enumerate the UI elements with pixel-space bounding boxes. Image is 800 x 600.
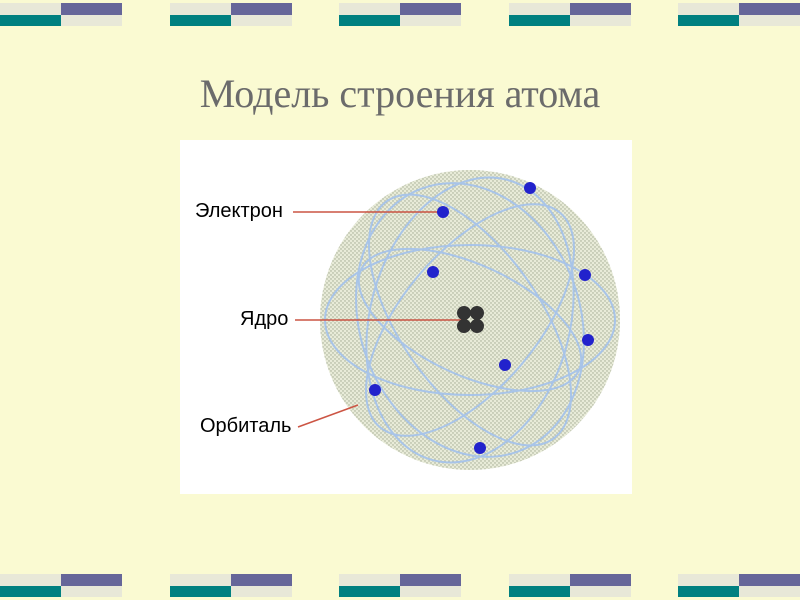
- border-segment: [170, 3, 292, 26]
- border-top: [0, 3, 800, 26]
- label-electron: Электрон: [195, 200, 283, 223]
- border-segment: [0, 3, 122, 26]
- slide-title: Модель строения атома: [0, 70, 800, 117]
- border-segment: [170, 574, 292, 597]
- label-orbital: Орбиталь: [200, 415, 291, 438]
- border-segment: [339, 574, 461, 597]
- border-segment: [339, 3, 461, 26]
- border-segment: [509, 574, 631, 597]
- border-segment: [509, 3, 631, 26]
- border-segment: [678, 3, 800, 26]
- border-bottom: [0, 574, 800, 597]
- label-nucleus: Ядро: [240, 308, 288, 331]
- border-segment: [678, 574, 800, 597]
- diagram-box: Электрон Ядро Орбиталь: [180, 140, 632, 494]
- border-segment: [0, 574, 122, 597]
- slide: Модель строения атома Электрон Ядро Орби…: [0, 0, 800, 600]
